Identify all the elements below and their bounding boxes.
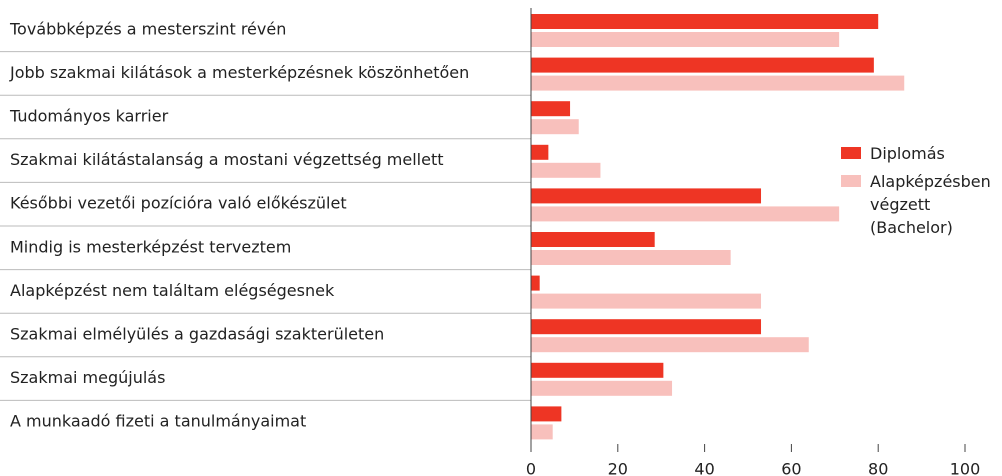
bar: [531, 380, 673, 396]
bar: [531, 319, 762, 335]
legend-swatch: [841, 175, 861, 187]
x-tick-label: 20: [608, 460, 628, 476]
legend-label: Alapképzésben végzett (Bachelor): [870, 172, 991, 237]
legend-label: Diplomás: [870, 144, 945, 163]
category-label: Továbbképzés a mesterszint révén: [9, 19, 286, 38]
category-label: Szakmai elmélyülés a gazdasági szakterül…: [10, 325, 384, 344]
bar: [531, 337, 809, 353]
bar: [531, 250, 731, 265]
bar: [531, 57, 874, 73]
category-label: Tudományos karrier: [9, 107, 169, 126]
category-label: A munkaadó fizeti a tanulmányaimat: [10, 412, 306, 431]
bar: [531, 119, 579, 135]
category-label: Későbbi vezetői pozícióra való előkészül…: [10, 194, 347, 213]
x-tick-label: 40: [694, 460, 714, 476]
category-label: Mindig is mesterképzést terveztem: [10, 237, 291, 256]
bar: [531, 188, 762, 204]
bar: [531, 293, 762, 309]
bar: [531, 101, 571, 117]
bar: [531, 162, 601, 178]
bar: [531, 424, 553, 440]
legend-swatch: [841, 147, 861, 159]
category-label: Szakmai megújulás: [10, 368, 165, 387]
bar: [531, 14, 879, 29]
category-label: Jobb szakmai kilátások a mesterképzésnek…: [9, 63, 469, 82]
bar: [531, 232, 655, 247]
bar: [531, 275, 540, 291]
bar: [531, 75, 905, 91]
bar: [531, 362, 664, 378]
bar: [531, 32, 840, 47]
category-label: Szakmai kilátástalanság a mostani végzet…: [10, 150, 444, 169]
bar: [531, 206, 840, 222]
x-tick-label: 80: [868, 460, 888, 476]
x-tick-label: 100: [950, 460, 981, 476]
bar: [531, 406, 562, 422]
x-tick-label: 0: [526, 460, 536, 476]
category-label: Alapképzést nem találtam elégségesnek: [10, 281, 335, 300]
x-tick-label: 60: [781, 460, 801, 476]
bar: [531, 144, 549, 160]
